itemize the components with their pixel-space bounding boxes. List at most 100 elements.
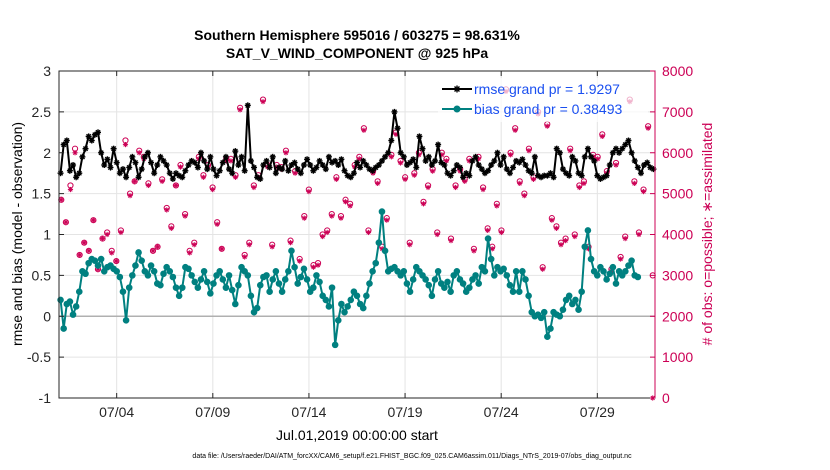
rmse-point bbox=[66, 167, 73, 174]
rmse-point bbox=[110, 145, 117, 152]
rmse-point bbox=[307, 162, 314, 169]
rmse-point bbox=[547, 170, 554, 177]
rmse-point bbox=[525, 167, 532, 174]
marker-stroke bbox=[82, 240, 87, 245]
marker-stroke bbox=[201, 175, 206, 180]
rmse-point bbox=[201, 157, 208, 164]
marker-stroke bbox=[600, 134, 605, 139]
assimilated-obs-point bbox=[512, 127, 518, 133]
rmse-point bbox=[207, 153, 214, 160]
marker-stroke bbox=[228, 158, 234, 164]
rmse-point bbox=[584, 145, 591, 152]
marker-stroke bbox=[123, 174, 129, 180]
marker-stroke bbox=[504, 166, 510, 172]
rmse-point bbox=[472, 153, 479, 160]
marker-stroke bbox=[389, 154, 394, 160]
marker-stroke bbox=[429, 162, 435, 168]
x-tick-label: 07/29 bbox=[580, 404, 615, 420]
marker-stroke bbox=[142, 154, 148, 160]
marker-stroke bbox=[226, 166, 232, 172]
rmse-point bbox=[347, 174, 354, 181]
rmse-point bbox=[410, 156, 417, 163]
rmse-point bbox=[95, 129, 102, 136]
bias-point bbox=[369, 267, 376, 275]
rmse-point bbox=[444, 170, 451, 177]
assimilated-obs-point bbox=[246, 242, 252, 248]
marker-stroke bbox=[210, 166, 217, 172]
marker-stroke bbox=[170, 176, 176, 182]
assimilated-obs-point bbox=[164, 207, 170, 213]
bias-point bbox=[547, 325, 554, 332]
rmse-point bbox=[556, 149, 563, 156]
rmse-point bbox=[126, 164, 133, 171]
legend-label: bias grand pr = 0.38493 bbox=[474, 101, 622, 117]
marker-stroke bbox=[210, 187, 215, 192]
bias-point bbox=[94, 262, 102, 269]
rmse-point bbox=[123, 174, 130, 181]
marker-stroke bbox=[219, 246, 224, 251]
marker-stroke bbox=[432, 158, 438, 164]
assimilated-obs-point bbox=[384, 217, 390, 223]
bias-point bbox=[169, 273, 177, 281]
bias-point bbox=[175, 292, 183, 300]
assimilated-obs-point bbox=[397, 160, 404, 166]
marker-stroke bbox=[558, 242, 564, 247]
bias-point bbox=[69, 311, 77, 318]
rmse-point bbox=[460, 174, 467, 181]
bias-point bbox=[400, 267, 408, 275]
marker-stroke bbox=[167, 170, 173, 176]
bias-point bbox=[587, 255, 595, 263]
assimilated-obs-point bbox=[333, 176, 339, 182]
rmse-point bbox=[422, 157, 429, 164]
rmse-point bbox=[453, 162, 460, 169]
assimilated-obs-point bbox=[581, 180, 587, 187]
bias-point bbox=[232, 300, 239, 308]
rmse-point bbox=[163, 162, 170, 169]
bias-point bbox=[66, 298, 74, 305]
bias-point bbox=[228, 286, 236, 294]
marker-stroke bbox=[232, 148, 238, 154]
marker-stroke bbox=[622, 141, 628, 148]
marker-stroke bbox=[471, 248, 477, 254]
bias-point bbox=[116, 273, 124, 281]
marker-stroke bbox=[382, 154, 388, 160]
assimilated-obs-point bbox=[232, 174, 239, 180]
assimilated-obs-point bbox=[567, 148, 573, 154]
marker-stroke bbox=[401, 154, 407, 160]
bias-series bbox=[57, 208, 642, 349]
bias-point bbox=[575, 306, 582, 314]
marker-stroke bbox=[376, 162, 382, 168]
marker-stroke bbox=[77, 252, 82, 258]
marker-stroke bbox=[63, 220, 69, 225]
marker-stroke bbox=[345, 173, 351, 179]
marker-stroke bbox=[145, 150, 151, 156]
marker-stroke bbox=[89, 137, 95, 144]
rmse-point bbox=[497, 162, 504, 169]
assimilated-obs-point bbox=[517, 180, 523, 187]
assimilated-obs-point bbox=[507, 152, 514, 158]
bias-point bbox=[366, 280, 373, 287]
rmse-point bbox=[385, 149, 392, 156]
marker-stroke bbox=[375, 181, 380, 186]
assimilated-obs-point bbox=[452, 184, 459, 191]
rmse-point bbox=[572, 157, 579, 164]
rmse-point bbox=[222, 153, 229, 160]
marker-stroke bbox=[423, 158, 429, 164]
assimilated-obs-point bbox=[86, 248, 92, 254]
rmse-point bbox=[166, 170, 173, 177]
chart-subtitle: SAT_V_WIND_COMPONENT @ 925 hPa bbox=[226, 45, 489, 61]
assimilated-obs-point bbox=[77, 252, 83, 258]
y-tick-label-right: 6000 bbox=[662, 145, 693, 161]
rmse-point bbox=[419, 145, 426, 152]
rmse-point bbox=[304, 156, 311, 163]
marker-stroke bbox=[213, 173, 220, 179]
bias-point bbox=[219, 276, 227, 283]
bias-point bbox=[625, 262, 632, 269]
marker-stroke bbox=[68, 187, 73, 192]
rmse-point bbox=[588, 153, 595, 160]
bias-point bbox=[363, 292, 370, 300]
bias-point bbox=[200, 267, 208, 275]
bias-point bbox=[288, 247, 295, 255]
assimilated-obs-point bbox=[81, 240, 87, 246]
rmse-point bbox=[425, 153, 432, 160]
